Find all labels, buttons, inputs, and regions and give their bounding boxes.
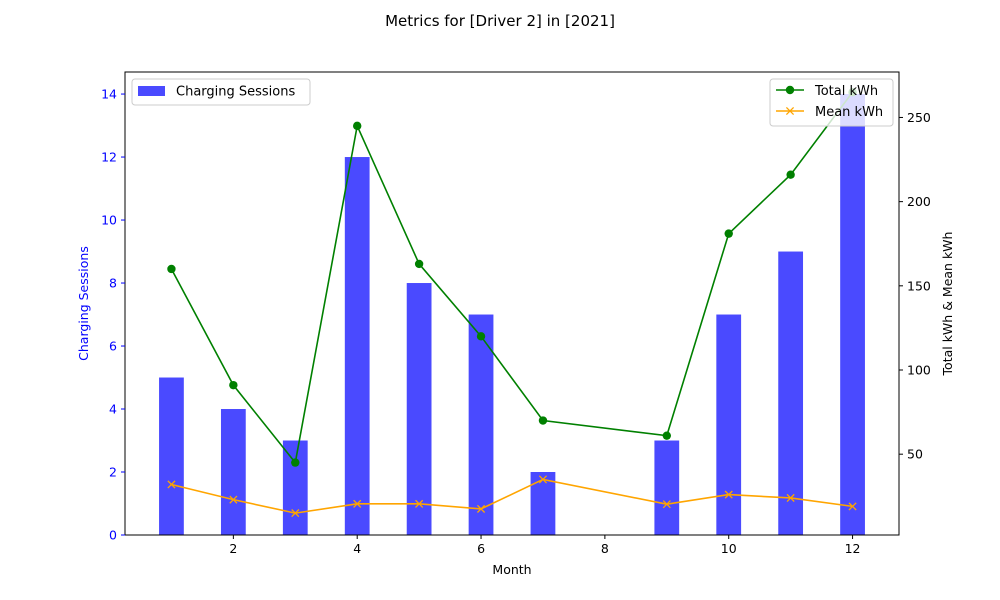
mean-kwh-point-month-7 [538, 475, 548, 484]
legend-lines: Total kWh Mean kWh [769, 78, 894, 127]
total-kwh-point-month-9 [662, 431, 671, 440]
total-kwh-point-month-1 [167, 264, 176, 274]
x-tick-label-4: 4 [353, 541, 361, 556]
legend-label-charging-sessions: Charging Sessions [176, 85, 295, 100]
legend-label-total-kwh: Total kWh [814, 84, 878, 99]
bar-series [159, 94, 865, 536]
x-tick-label-2: 2 [229, 541, 237, 556]
y-left-tick-label-2: 2 [109, 465, 117, 480]
bar-month-4 [344, 157, 370, 535]
y-left-tick-label-4: 4 [109, 402, 117, 417]
y-axis-right: 50 100 150 200 250 [899, 110, 931, 462]
total-kwh-point-month-6 [476, 332, 486, 341]
plot-area-frame [124, 71, 900, 536]
bar-month-5 [406, 283, 432, 535]
y-left-tick-label-8: 8 [109, 276, 117, 291]
total-kwh-point-month-7 [538, 416, 548, 425]
x-tick-label-12: 12 [845, 541, 861, 556]
y-right-tick-label-50: 50 [907, 447, 923, 462]
y-axis-right-label: Total kWh & Mean kWh [940, 232, 955, 377]
mean-kwh-point-month-2 [229, 495, 238, 504]
legend-bars-box [131, 78, 311, 106]
total-kwh-line [170, 91, 854, 465]
legend-label-mean-kwh: Mean kWh [815, 105, 883, 120]
mean-kwh-point-month-10 [724, 490, 733, 499]
y-left-tick-label-0: 0 [109, 528, 117, 543]
mean-kwh-point-month-1 [167, 480, 176, 489]
y-right-tick-label-150: 150 [907, 278, 931, 293]
y-left-tick-label-6: 6 [109, 339, 117, 354]
y-left-tick-label-10: 10 [101, 213, 117, 228]
bar-month-9 [654, 440, 680, 535]
bar-month-12 [840, 94, 865, 536]
x-axis-label: Month [492, 562, 531, 577]
mean-kwh-point-month-4 [353, 499, 362, 508]
y-axis-left: 0 2 4 6 8 10 12 14 [101, 87, 125, 543]
x-axis: 2 4 6 8 10 12 [229, 535, 861, 556]
mean-kwh-point-month-6 [476, 504, 486, 513]
bar-month-11 [778, 251, 804, 535]
mean-kwh-point-month-12 [848, 502, 857, 511]
bar-month-2 [220, 409, 246, 535]
x-tick-label-6: 6 [477, 541, 485, 556]
line-series [167, 88, 857, 518]
legend-marker-mean-kwh [785, 106, 795, 116]
mean-kwh-point-month-3 [291, 509, 300, 518]
y-left-tick-label-12: 12 [101, 150, 117, 165]
y-right-tick-label-250: 250 [907, 110, 931, 125]
total-kwh-point-month-10 [724, 229, 733, 238]
x-tick-label-10: 10 [721, 541, 737, 556]
bar-month-1 [159, 377, 184, 535]
legend-marker-total-kwh [785, 85, 795, 95]
total-kwh-point-month-11 [786, 170, 795, 179]
mean-kwh-line [171, 478, 853, 514]
total-kwh-point-month-2 [229, 380, 238, 390]
total-kwh-point-month-4 [353, 121, 362, 131]
chart-title: Metrics for [Driver 2] in [2021] [385, 12, 615, 30]
mean-kwh-point-month-9 [662, 500, 671, 509]
y-right-tick-label-100: 100 [907, 363, 931, 378]
bar-month-3 [282, 440, 308, 535]
legend-swatch-charging-sessions [138, 86, 165, 96]
y-left-tick-label-14: 14 [101, 87, 117, 102]
bar-month-6 [468, 314, 494, 535]
total-kwh-point-month-5 [414, 259, 424, 269]
mean-kwh-point-month-5 [415, 499, 424, 508]
x-tick-label-8: 8 [601, 541, 609, 556]
bar-month-10 [716, 314, 742, 535]
legend-bars: Charging Sessions [131, 78, 311, 106]
y-right-tick-label-200: 200 [907, 194, 931, 209]
total-kwh-point-month-3 [291, 458, 300, 467]
mean-kwh-point-month-11 [786, 493, 795, 503]
y-axis-left-label: Charging Sessions [76, 246, 91, 361]
